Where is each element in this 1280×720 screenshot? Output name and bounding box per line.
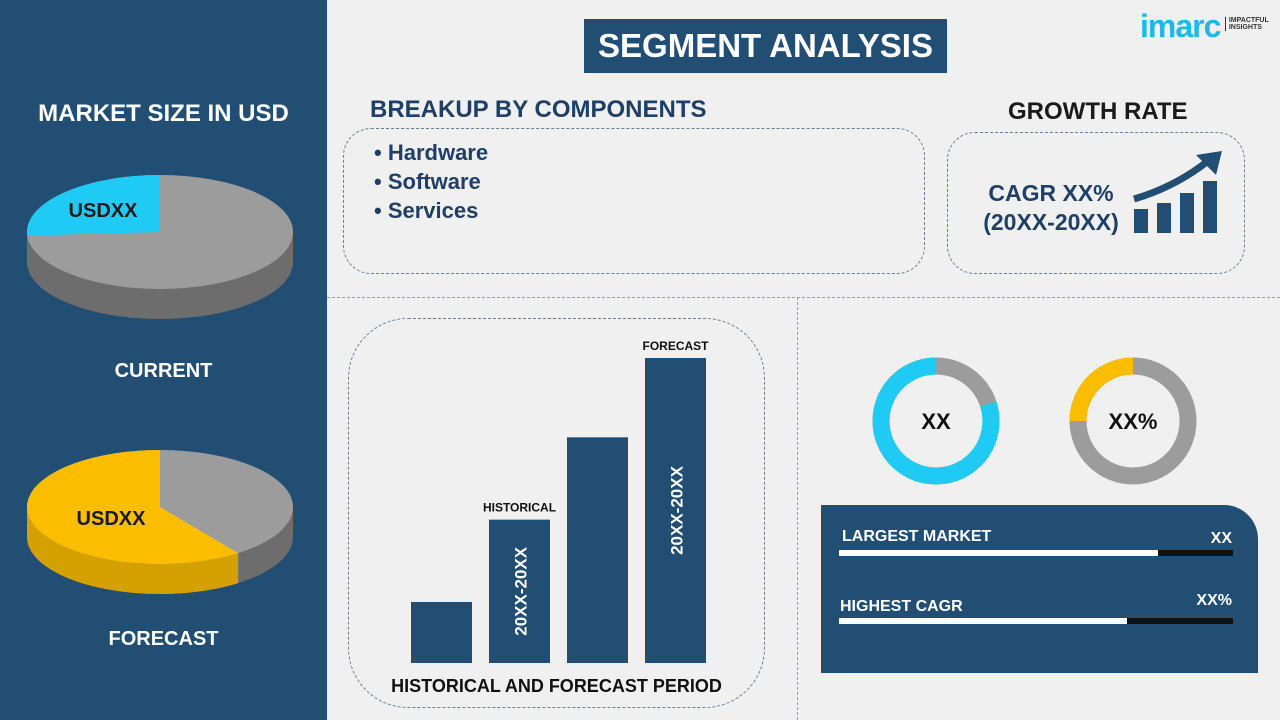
divider xyxy=(797,297,798,720)
forecast-pie-label: USDXX xyxy=(77,508,147,530)
bar-label: 20XX-20XX xyxy=(512,546,531,635)
breakup-item: • Hardware xyxy=(374,140,489,165)
logo-brand: imarc xyxy=(1140,8,1221,44)
period-bar xyxy=(567,437,628,663)
bar-annotation: FORECAST xyxy=(643,339,710,353)
current-pie-label: USDXX xyxy=(69,200,139,222)
kpi-label: LARGEST MARKET xyxy=(842,528,992,545)
donut-charts: XX XX% xyxy=(872,357,1197,485)
kpi-bar-fill xyxy=(839,618,1127,624)
bar-annotation: HISTORICAL xyxy=(483,501,556,515)
donut-label: XX xyxy=(921,409,951,434)
breakup-item-label: Services xyxy=(387,198,479,223)
growth-heading: GROWTH RATE xyxy=(1008,98,1188,125)
period-bar-chart: 20XX-20XX HISTORICAL 20XX-20XX FORECAST xyxy=(411,339,710,663)
breakup-heading: BREAKUP BY COMPONENTS xyxy=(370,96,707,123)
breakup-box: • Hardware • Software • Services xyxy=(343,128,925,274)
imarc-logo: imarc IMPACTFUL INSIGHTS xyxy=(1140,8,1269,45)
current-pie: USDXX xyxy=(26,175,293,319)
pie-slice-side xyxy=(27,507,239,594)
growth-chart-arrow-icon xyxy=(1133,151,1222,233)
donut-label: XX% xyxy=(1109,409,1158,434)
breakup-item: • Services xyxy=(374,198,479,223)
period-bar xyxy=(411,602,472,663)
market-size-heading: MARKET SIZE IN USD xyxy=(38,100,289,127)
breakup-item-label: Hardware xyxy=(387,140,489,165)
cagr-period: (20XX-20XX) xyxy=(983,209,1119,235)
kpi-bar xyxy=(839,550,1233,556)
kpi-bar-fill xyxy=(839,550,1159,556)
page-title: SEGMENT ANALYSIS xyxy=(584,19,947,73)
kpi-value: XX% xyxy=(1196,592,1232,609)
bar-label: 20XX-20XX xyxy=(668,465,687,554)
period-bar xyxy=(489,519,550,663)
forecast-pie: USDXX xyxy=(27,450,293,594)
pie-highlight-slice xyxy=(27,450,239,564)
kpi-label: HIGHEST CAGR xyxy=(840,598,963,615)
period-bar xyxy=(645,358,706,663)
breakup-item: • Software xyxy=(374,169,481,194)
donut-arc xyxy=(1069,357,1197,485)
current-label: CURRENT xyxy=(114,360,213,382)
period-chart-box xyxy=(348,318,765,708)
cagr-text: CAGR XX% xyxy=(988,180,1114,206)
kpi-value: XX xyxy=(1210,530,1232,547)
kpi-bar xyxy=(839,618,1233,624)
breakup-item-label: Software xyxy=(387,169,481,194)
growth-box: CAGR XX% (20XX-20XX) xyxy=(947,132,1245,274)
market-size-panel: MARKET SIZE IN USD USDXX CURRENT USDXX F… xyxy=(0,0,327,720)
pie-highlight-slice xyxy=(26,175,160,236)
divider xyxy=(327,297,1280,298)
logo-tagline: IMPACTFUL INSIGHTS xyxy=(1224,17,1269,31)
forecast-label: FORECAST xyxy=(108,628,219,650)
chart-title: HISTORICAL AND FORECAST PERIOD xyxy=(391,676,722,696)
kpi-panel: LARGEST MARKET XX HIGHEST CAGR XX% xyxy=(821,505,1258,673)
